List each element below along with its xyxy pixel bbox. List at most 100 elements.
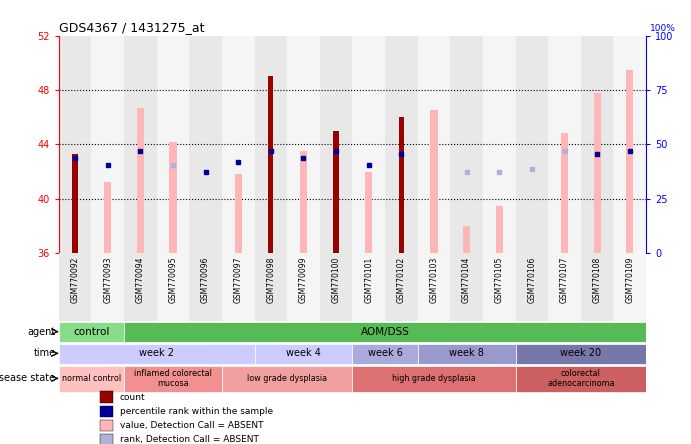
Text: GSM770094: GSM770094 [136,257,145,303]
Text: GSM770107: GSM770107 [560,257,569,303]
Text: AOM/DSS: AOM/DSS [361,327,410,337]
Text: rank, Detection Call = ABSENT: rank, Detection Call = ABSENT [120,435,258,444]
Text: week 8: week 8 [449,349,484,358]
Bar [581,253,614,321]
Bar [189,253,222,321]
Bar [254,344,352,364]
Text: low grade dysplasia: low grade dysplasia [247,374,328,383]
Bar [320,36,352,253]
Bar [222,253,254,321]
Text: GSM770092: GSM770092 [70,257,79,303]
Text: high grade dysplasia: high grade dysplasia [392,374,476,383]
Text: week 20: week 20 [560,349,601,358]
Bar [73,154,77,253]
Bar [417,344,515,364]
Text: GSM770098: GSM770098 [266,257,275,303]
Bar [287,253,320,321]
Bar [59,36,91,253]
Bar [385,253,417,321]
Text: GSM770100: GSM770100 [332,257,341,303]
Bar [626,70,634,253]
Bar [483,36,515,253]
Text: week 6: week 6 [368,349,402,358]
Bar [417,36,451,253]
Text: percentile rank within the sample: percentile rank within the sample [120,407,273,416]
Bar [548,36,581,253]
Bar [124,322,646,342]
Bar [222,366,352,392]
Text: time: time [33,349,55,358]
Bar [100,392,113,403]
Bar [59,253,91,321]
Text: GSM770099: GSM770099 [299,257,308,303]
Bar [124,366,222,392]
Text: value, Detection Call = ABSENT: value, Detection Call = ABSENT [120,421,263,430]
Bar [561,134,568,253]
Bar [91,36,124,253]
Text: disease state: disease state [0,373,55,384]
Bar [124,36,157,253]
Bar [352,366,515,392]
Text: GSM770095: GSM770095 [169,257,178,303]
Text: normal control: normal control [61,374,121,383]
Bar [548,253,581,321]
Text: GSM770093: GSM770093 [103,257,112,303]
Bar [320,253,352,321]
Bar [254,253,287,321]
Text: GSM770103: GSM770103 [430,257,439,303]
Bar [614,36,646,253]
Text: GSM770104: GSM770104 [462,257,471,303]
Bar [614,253,646,321]
Text: agent: agent [27,327,55,337]
Bar [352,344,417,364]
Bar [59,344,254,364]
Bar [515,366,646,392]
Text: GSM770109: GSM770109 [625,257,634,303]
Bar [334,131,339,253]
Bar [515,344,646,364]
Text: inflamed colorectal
mucosa: inflamed colorectal mucosa [134,369,212,388]
Bar [352,253,385,321]
Bar [100,434,113,444]
Text: GSM770105: GSM770105 [495,257,504,303]
Bar [124,253,157,321]
Text: GSM770096: GSM770096 [201,257,210,303]
Bar [254,36,287,253]
Bar [515,253,548,321]
Text: GSM770097: GSM770097 [234,257,243,303]
Bar [515,36,548,253]
Bar [495,206,503,253]
Bar [104,182,111,253]
Bar [91,253,124,321]
Bar [385,36,417,253]
Bar [157,36,189,253]
Text: GSM770102: GSM770102 [397,257,406,303]
Text: GSM770108: GSM770108 [593,257,602,303]
Text: GDS4367 / 1431275_at: GDS4367 / 1431275_at [59,21,205,34]
Text: count: count [120,392,145,401]
Bar [100,406,113,417]
Bar [268,76,274,253]
Text: week 4: week 4 [286,349,321,358]
Bar [399,117,404,253]
Bar [483,253,515,321]
Text: week 2: week 2 [139,349,174,358]
Bar [137,107,144,253]
Text: colorectal
adenocarcinoma: colorectal adenocarcinoma [547,369,614,388]
Text: GSM770101: GSM770101 [364,257,373,303]
Bar [287,36,320,253]
Bar [169,142,176,253]
Bar [430,111,437,253]
Text: GSM770106: GSM770106 [527,257,536,303]
Bar [417,253,451,321]
Bar [157,253,189,321]
Bar [100,420,113,431]
Bar [300,151,307,253]
Bar [594,93,600,253]
Bar [59,322,124,342]
Text: 100%: 100% [650,24,676,33]
Bar [463,226,470,253]
Bar [365,171,372,253]
Bar [451,253,483,321]
Bar [235,174,242,253]
